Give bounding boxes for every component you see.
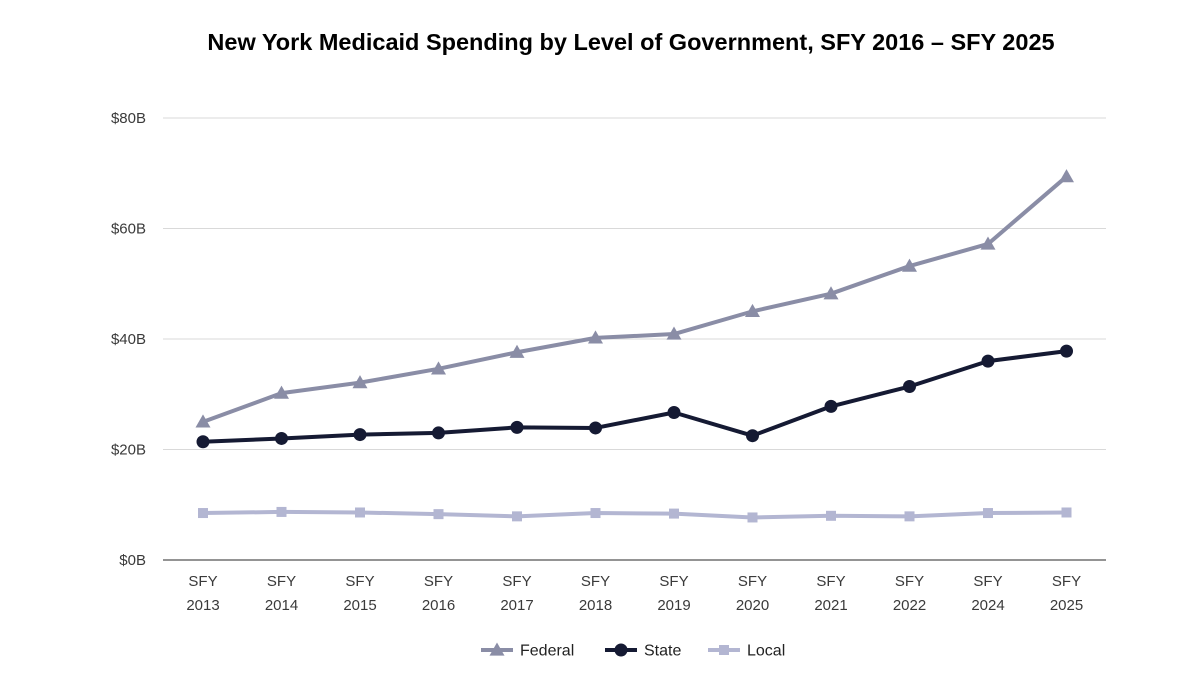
state-point	[275, 431, 288, 445]
local-point	[512, 511, 522, 522]
federal-point	[431, 361, 446, 375]
legend-label: Federal	[520, 643, 574, 660]
legend-item-local: Local	[708, 643, 785, 660]
x-tick-label: SFY 2016	[422, 573, 455, 614]
federal-point	[588, 330, 603, 344]
chart-title: New York Medicaid Spending by Level of G…	[207, 29, 1055, 55]
local-point	[904, 511, 915, 522]
x-tick-label: SFY 2015	[343, 573, 376, 614]
state-point	[824, 399, 838, 413]
federal-point	[1059, 169, 1074, 183]
x-tick-label: SFY 2022	[893, 573, 926, 614]
x-tick-label: SFY 2021	[814, 573, 847, 614]
y-tick-label: $60B	[111, 221, 146, 238]
federal-point	[509, 344, 525, 358]
local-point	[669, 508, 679, 519]
state-point	[1060, 344, 1073, 358]
legend-swatch-marker	[614, 643, 628, 657]
y-tick-label: $80B	[111, 110, 146, 127]
federal-point	[823, 286, 839, 300]
x-tick-label: SFY 2025	[1050, 573, 1083, 614]
x-tick-label: SFY 2017	[500, 573, 533, 614]
state-point	[903, 380, 916, 394]
legend-swatch-marker	[719, 645, 729, 655]
x-tick-label: SFY 2024	[971, 573, 1004, 614]
x-tick-label: SFY 2014	[265, 573, 298, 614]
federal-point	[195, 414, 211, 428]
x-tick-label: SFY 2013	[186, 573, 219, 614]
x-tick-label: SFY 2020	[736, 573, 769, 614]
gridlines	[163, 117, 1106, 561]
local-series	[198, 506, 1072, 523]
state-point	[196, 435, 210, 449]
federal-point	[745, 303, 760, 317]
local-point	[355, 507, 365, 518]
data-series	[195, 169, 1074, 523]
federal-point	[980, 236, 996, 250]
local-point	[747, 512, 758, 523]
state-point	[589, 421, 602, 435]
legend: Federal State Local	[481, 642, 785, 660]
state-point	[667, 405, 681, 419]
local-point	[983, 508, 993, 519]
x-tick-label: SFY 2018	[579, 573, 612, 614]
y-tick-label: $40B	[111, 331, 146, 348]
state-point	[353, 428, 367, 442]
state-series	[196, 344, 1073, 449]
local-point	[826, 510, 836, 521]
local-point	[276, 506, 287, 517]
legend-label: State	[644, 643, 681, 660]
y-tick-label: $20B	[111, 442, 146, 459]
x-tick-label: SFY 2019	[657, 573, 690, 614]
federal-point	[274, 385, 289, 399]
state-point	[510, 420, 524, 434]
local-point	[433, 509, 444, 520]
federal-point	[666, 326, 682, 340]
federal-point	[352, 375, 368, 389]
legend-item-federal: Federal	[481, 642, 574, 660]
federal-point	[902, 258, 917, 272]
local-point	[1061, 507, 1072, 518]
federal-series	[195, 169, 1074, 428]
state-line	[201, 349, 1069, 444]
y-axis-ticks: $0B $20B $40B $60B $80B	[111, 110, 146, 569]
state-point	[432, 426, 445, 440]
y-tick-label: $0B	[119, 552, 146, 569]
local-line	[201, 509, 1069, 520]
legend-label: Local	[747, 643, 785, 660]
federal-line	[201, 174, 1069, 424]
legend-item-state: State	[605, 643, 681, 660]
x-axis-ticks: SFY 2013 SFY 2014 SFY 2015 SFY 2016 SFY 2017 SFY 20…	[186, 573, 1083, 614]
local-point	[590, 508, 601, 519]
local-point	[198, 508, 208, 519]
legend-swatch-marker	[489, 642, 505, 656]
state-point	[746, 429, 759, 443]
state-point	[981, 354, 995, 368]
